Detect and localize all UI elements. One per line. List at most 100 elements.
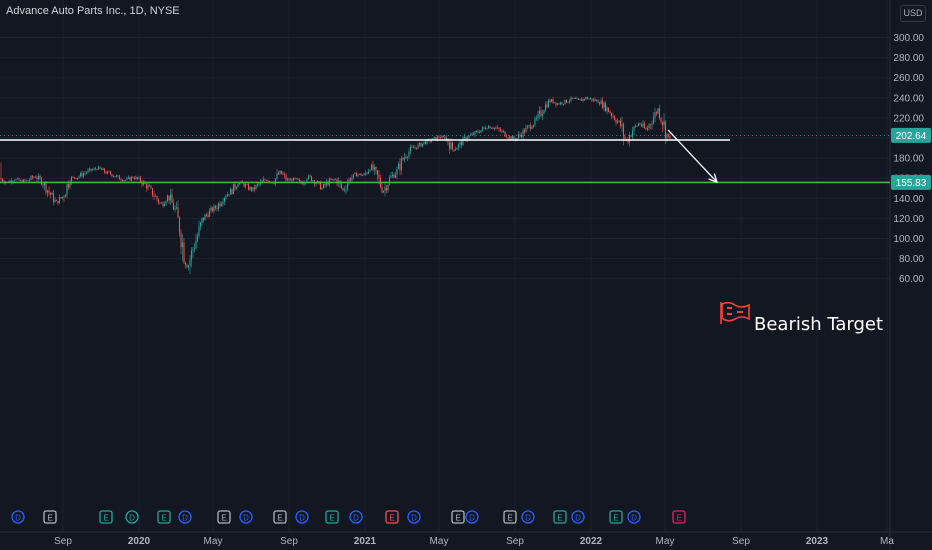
- candle-body: [21, 180, 23, 183]
- candle-body: [555, 102, 557, 106]
- candle-body: [114, 176, 116, 178]
- earnings-marker[interactable]: [672, 510, 686, 524]
- candle-body: [580, 99, 583, 101]
- candle-body: [31, 176, 34, 178]
- x-tick-label: Sep: [732, 536, 750, 547]
- candle-body: [528, 125, 530, 127]
- candle-body: [160, 202, 163, 204]
- earnings-marker[interactable]: [273, 510, 287, 524]
- candle-body: [517, 134, 520, 139]
- dividend-marker[interactable]: [627, 510, 641, 524]
- candle-body: [27, 179, 29, 181]
- candle-body: [408, 151, 410, 157]
- x-tick-label: May: [430, 536, 449, 547]
- event-marker-letter: E: [277, 514, 282, 523]
- earnings-marker[interactable]: [451, 510, 465, 524]
- candle-body: [18, 178, 20, 181]
- dividend-marker[interactable]: [11, 510, 25, 524]
- dividend-marker[interactable]: [295, 510, 309, 524]
- dividend-marker[interactable]: [521, 510, 535, 524]
- candle-body: [99, 166, 101, 169]
- dividend-marker[interactable]: [571, 510, 585, 524]
- event-marker-letter: E: [103, 514, 108, 523]
- candle-body: [199, 222, 202, 227]
- candle-body: [90, 168, 92, 171]
- candle-body: [474, 131, 476, 135]
- candle-body: [405, 157, 407, 159]
- candle-body: [165, 201, 167, 205]
- candle-body: [565, 99, 568, 103]
- candle-body: [121, 180, 124, 181]
- earnings-marker[interactable]: [99, 510, 113, 524]
- candle-body: [399, 163, 401, 170]
- candle-body: [231, 189, 233, 194]
- candle-body: [243, 183, 245, 187]
- dividend-marker[interactable]: [349, 510, 363, 524]
- dividend-marker[interactable]: [407, 510, 421, 524]
- candle-body: [76, 177, 79, 179]
- candle-body: [633, 126, 635, 132]
- candle-body: [385, 187, 388, 191]
- earnings-marker[interactable]: [553, 510, 567, 524]
- candle-body: [381, 186, 383, 193]
- currency-button[interactable]: USD: [900, 5, 926, 22]
- candle-body: [384, 187, 386, 191]
- candle-body: [468, 135, 470, 139]
- candle-body: [559, 102, 562, 105]
- dividend-marker[interactable]: [239, 510, 253, 524]
- candle-body: [483, 127, 485, 129]
- earnings-marker[interactable]: [157, 510, 171, 524]
- candle-body: [0, 178, 2, 180]
- candle-body: [441, 136, 443, 138]
- candle-body: [658, 108, 661, 118]
- candle-body: [598, 102, 601, 105]
- earnings-marker[interactable]: [609, 510, 623, 524]
- candle-body: [186, 265, 188, 268]
- candle-body: [660, 117, 662, 122]
- event-marker-letter: D: [411, 514, 417, 523]
- candle-body: [15, 179, 17, 181]
- candle-body: [433, 136, 436, 139]
- candle-body: [459, 141, 461, 145]
- candle-body: [102, 168, 104, 171]
- earnings-marker[interactable]: [43, 510, 57, 524]
- earnings-marker[interactable]: [325, 510, 339, 524]
- dividend-marker[interactable]: [178, 510, 192, 524]
- candle-body: [490, 128, 493, 129]
- candle-body: [46, 190, 49, 193]
- candle-body: [573, 98, 575, 99]
- candle-body: [594, 99, 596, 101]
- candle-body: [138, 177, 140, 179]
- candle-body: [456, 147, 458, 150]
- candle-body: [292, 177, 295, 181]
- dividend-marker[interactable]: [125, 510, 139, 524]
- projection-arrow[interactable]: [667, 129, 718, 183]
- candle-body: [306, 179, 308, 183]
- earnings-marker[interactable]: [503, 510, 517, 524]
- candle-body: [351, 177, 353, 181]
- candle-body: [375, 166, 377, 171]
- candle-body: [616, 121, 619, 123]
- candle-body: [574, 98, 577, 99]
- candle-body: [544, 104, 547, 111]
- candle-body: [663, 121, 665, 125]
- dividend-marker[interactable]: [465, 510, 479, 524]
- candle-body: [444, 136, 446, 140]
- candle-body: [526, 126, 529, 128]
- candle-body: [267, 180, 269, 182]
- candle-body: [370, 164, 373, 170]
- candle-body: [424, 141, 427, 144]
- candle-body: [153, 195, 155, 197]
- earnings-marker[interactable]: [385, 510, 399, 524]
- candle-body: [387, 184, 389, 191]
- candle-body: [471, 133, 473, 135]
- candle-body: [253, 187, 256, 190]
- candle-body: [100, 168, 103, 171]
- candle-body: [97, 166, 100, 170]
- earnings-marker[interactable]: [217, 510, 231, 524]
- candle-body: [124, 180, 127, 181]
- bearish-target-label[interactable]: Bearish Target: [754, 314, 883, 335]
- candle-body: [556, 103, 559, 106]
- event-marker-letter: D: [182, 514, 188, 523]
